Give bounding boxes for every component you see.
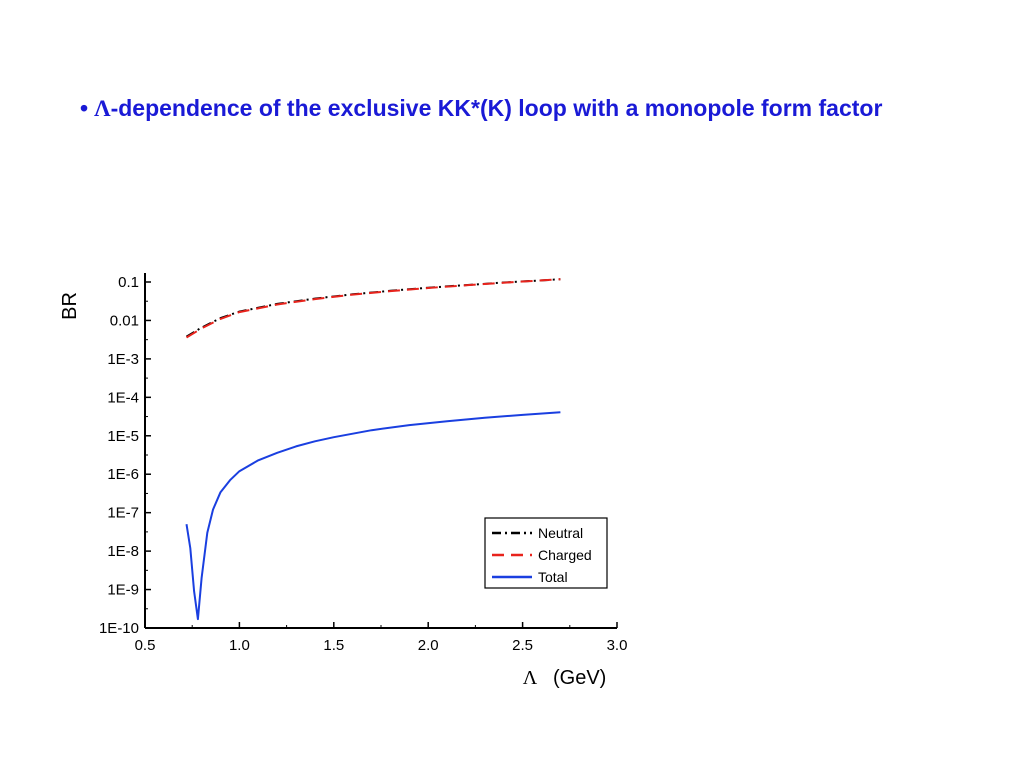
legend-label-charged: Charged	[538, 547, 592, 563]
series-line-neutral	[185, 278, 561, 338]
chart-legend: Neutral Charged Total	[484, 517, 608, 589]
slide-title: • Λ-dependence of the exclusive KK*(K) lo…	[80, 92, 940, 125]
x-tick-label: 2.5	[512, 637, 533, 654]
legend-label-total: Total	[538, 569, 568, 585]
y-tick-label: 1E-7	[107, 505, 139, 522]
series-line-total	[185, 411, 561, 621]
x-tick-label: 0.5	[135, 637, 156, 654]
title-text: -dependence of the exclusive KK*(K) loop…	[110, 95, 883, 121]
y-tick-label: 0.01	[110, 312, 139, 329]
y-tick-label: 1E-4	[107, 389, 139, 406]
y-tick-label: 1E-8	[107, 543, 139, 560]
title-lambda-symbol: Λ	[94, 96, 111, 121]
y-tick-label: 0.1	[118, 274, 139, 291]
y-tick-label: 1E-5	[107, 428, 139, 445]
x-axis-label-symbol: Λ	[523, 667, 538, 689]
y-tick-label: 1E-6	[107, 466, 139, 483]
x-tick-label: 1.5	[323, 637, 344, 654]
x-tick-label: 1.0	[229, 637, 250, 654]
bullet: •	[80, 95, 89, 121]
y-axis-label: BR	[59, 292, 81, 320]
y-tick-label: 1E-9	[107, 582, 139, 599]
series-line-charged	[185, 278, 561, 339]
x-axis-label: (GeV)	[553, 667, 606, 689]
y-tick-label: 1E-10	[99, 620, 139, 637]
chart-series	[185, 278, 561, 621]
x-tick-label: 3.0	[607, 637, 628, 654]
x-tick-label: 2.0	[418, 637, 439, 654]
chart-tick-labels: 0.5 1.0 1.5 2.0 2.5 3.0 0.1 0.01 1E-3 1E-4 1E-5 1E-…	[99, 274, 627, 654]
chart-ticks	[144, 281, 618, 629]
y-tick-label: 1E-3	[107, 351, 139, 368]
legend-label-neutral: Neutral	[538, 525, 583, 541]
